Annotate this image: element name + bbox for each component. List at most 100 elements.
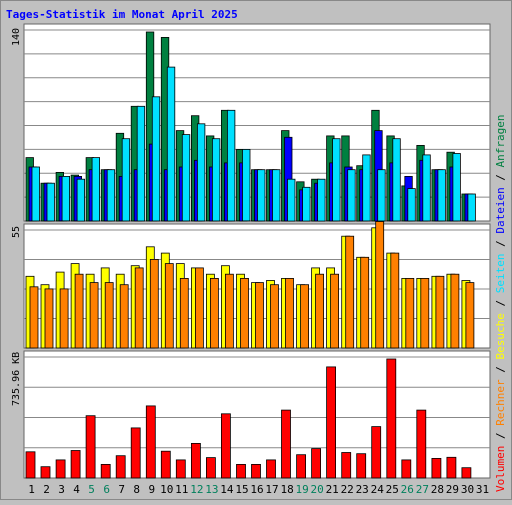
bar-volumen-day-11 <box>175 459 186 479</box>
bar-seiten-day-12 <box>196 123 206 222</box>
bar-seiten-day-25 <box>392 138 401 222</box>
x-tick-label: 30 <box>461 483 474 496</box>
chart-title: Tages-Statistik im Monat April 2025 <box>6 8 238 21</box>
x-tick-label: 17 <box>265 483 278 496</box>
bar-volumen-day-5 <box>85 415 96 479</box>
top-panel <box>23 23 491 222</box>
x-tick-label: 31 <box>476 483 489 496</box>
chart-panels <box>23 23 491 479</box>
bar-rechner-day-27 <box>420 277 430 349</box>
bar-seiten-day-26 <box>407 188 416 222</box>
x-tick-label: 14 <box>220 483 234 496</box>
bar-volumen-day-26 <box>401 459 412 479</box>
bar-rechner-day-26 <box>405 277 415 349</box>
bar-seiten-day-3 <box>61 175 70 222</box>
bar-rechner-day-3 <box>59 288 69 349</box>
x-tick-label: 6 <box>103 483 110 496</box>
bar-rechner-day-23 <box>360 256 370 349</box>
bar-seiten-day-5 <box>91 157 100 222</box>
bar-seiten-day-10 <box>166 66 176 222</box>
bar-rechner-day-20 <box>315 273 325 349</box>
bar-volumen-day-1 <box>25 451 36 479</box>
bar-rechner-day-16 <box>255 282 264 349</box>
bar-volumen-day-6 <box>100 463 111 479</box>
bar-seiten-day-28 <box>437 169 446 222</box>
x-tick-label: 23 <box>356 483 369 496</box>
x-tick-label: 26 <box>401 483 414 496</box>
legend-separator: / <box>494 360 507 380</box>
bar-volumen-day-27 <box>416 409 427 479</box>
bar-seiten-day-7 <box>121 138 131 222</box>
bar-volumen-day-18 <box>281 409 291 479</box>
bar-volumen-day-9 <box>145 405 156 479</box>
bar-volumen-day-3 <box>55 459 66 479</box>
x-tick-label: 22 <box>341 483 354 496</box>
x-tick-label: 18 <box>280 483 293 496</box>
x-tick-label: 7 <box>118 483 125 496</box>
bar-seiten-day-29 <box>452 153 461 222</box>
bar-rechner-day-17 <box>270 284 279 349</box>
middle-y-max-label: 55 <box>11 226 22 238</box>
bar-rechner-day-15 <box>240 277 249 349</box>
legend-item-rechner: Rechner <box>494 379 507 426</box>
legend-text: Volumen / Rechner / Besuche / Seiten / D… <box>494 114 507 492</box>
bar-rechner-day-1 <box>29 286 39 349</box>
bar-volumen-day-17 <box>266 459 276 479</box>
bar-volumen-day-29 <box>446 456 457 479</box>
bar-seiten-day-13 <box>211 138 221 222</box>
bar-seiten-day-4 <box>76 178 85 222</box>
bar-rechner-day-22 <box>345 235 355 349</box>
x-tick-label: 25 <box>386 483 399 496</box>
bar-rechner-day-24 <box>375 221 385 349</box>
x-tick-label: 20 <box>310 483 323 496</box>
legend-separator: / <box>494 426 507 446</box>
bar-seiten-day-14 <box>226 109 236 222</box>
x-tick-label: 2 <box>43 483 50 496</box>
bar-rechner-day-18 <box>285 277 294 349</box>
bar-seiten-day-1 <box>31 166 40 222</box>
bar-seiten-day-9 <box>151 96 161 222</box>
bar-rechner-day-19 <box>300 284 310 349</box>
bar-seiten-day-17 <box>272 169 281 222</box>
x-tick-label: 1 <box>28 483 35 496</box>
bar-volumen-day-22 <box>341 452 352 479</box>
bar-seiten-day-23 <box>362 154 371 222</box>
right-legend: Volumen / Rechner / Besuche / Seiten / D… <box>494 114 507 492</box>
bar-rechner-day-5 <box>89 282 99 349</box>
bar-volumen-day-20 <box>311 448 322 479</box>
bar-seiten-day-22 <box>347 169 356 222</box>
x-tick-label: 28 <box>431 483 444 496</box>
bar-volumen-day-23 <box>356 453 367 479</box>
bar-seiten-day-6 <box>106 169 116 222</box>
bar-volumen-day-2 <box>40 466 51 479</box>
bar-rechner-day-30 <box>465 282 475 349</box>
bar-seiten-day-15 <box>242 148 251 222</box>
y-axis-labels: 140 55 735.96 KB <box>11 28 22 406</box>
bar-rechner-day-2 <box>44 288 54 349</box>
bar-rechner-day-14 <box>224 273 234 349</box>
bar-seiten-day-27 <box>422 154 431 222</box>
bar-volumen-day-13 <box>205 457 216 479</box>
x-axis-labels: 1 2 3 4 5 6 7 8 9 10 11 12 13 14 15 16 17 18 19 20 21 22 23 24 2… <box>28 483 489 496</box>
x-tick-label: 13 <box>205 483 218 496</box>
bar-rechner-day-4 <box>74 273 84 349</box>
x-tick-label: 10 <box>160 483 173 496</box>
bar-volumen-day-10 <box>160 450 171 479</box>
x-tick-label: 8 <box>133 483 140 496</box>
bar-volumen-day-14 <box>220 413 231 479</box>
bar-volumen-day-28 <box>431 457 442 479</box>
x-tick-label: 16 <box>250 483 263 496</box>
bar-volumen-day-16 <box>251 463 261 479</box>
x-tick-label: 15 <box>235 483 248 496</box>
x-tick-label: 21 <box>326 483 339 496</box>
legend-separator: / <box>494 293 507 313</box>
x-tick-label: 19 <box>295 483 308 496</box>
top-y-max-label: 140 <box>11 28 22 46</box>
bar-rechner-day-28 <box>435 275 445 349</box>
bar-seiten-day-30 <box>467 193 476 222</box>
bar-volumen-day-30 <box>461 467 472 479</box>
bar-rechner-day-13 <box>209 277 219 349</box>
x-tick-label: 12 <box>190 483 203 496</box>
legend-item-volumen: Volumen <box>494 446 507 492</box>
